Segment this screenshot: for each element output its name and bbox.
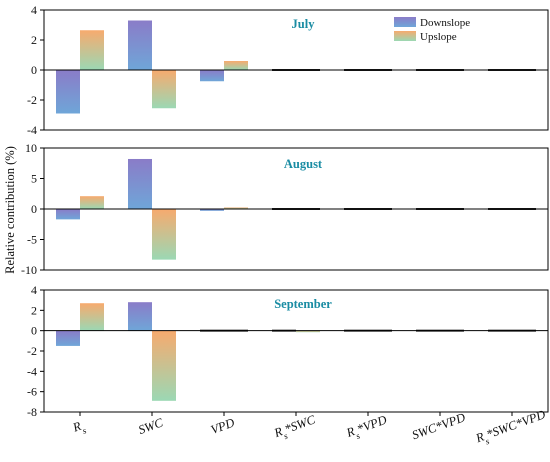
bar-upslope-rs-swc xyxy=(296,330,320,333)
x-tick-label: Rs*SWC*VPD xyxy=(473,407,549,449)
bar-downslope-rs xyxy=(56,70,80,114)
x-tick-label: SWC*VPD xyxy=(410,410,467,442)
y-tick-label: 2 xyxy=(31,33,37,47)
bar-upslope-vpd xyxy=(224,61,248,70)
legend-label-downslope: Downslope xyxy=(420,17,470,29)
y-tick-label: 10 xyxy=(25,141,37,155)
x-tick-label: VPD xyxy=(209,416,237,437)
y-tick-label: -4 xyxy=(27,123,37,137)
y-tick-label: 0 xyxy=(31,324,37,338)
bar-downslope-vpd xyxy=(200,209,224,211)
panel-july: -4 -2 0 2 4 July xyxy=(27,3,549,137)
bar-downslope-swc xyxy=(128,20,152,70)
panel-september: -8 -6 -4 -2 0 2 4 September xyxy=(27,283,549,419)
y-tick-label: -2 xyxy=(27,344,37,358)
legend-swatch-upslope xyxy=(394,31,416,41)
legend-swatch-downslope xyxy=(394,17,416,27)
legend-label-upslope: Upslope xyxy=(420,31,457,43)
y-tick-label: -5 xyxy=(27,233,37,247)
x-tick-label: SWC xyxy=(136,415,165,437)
y-tick-label: 0 xyxy=(31,63,37,77)
bar-upslope-swc xyxy=(152,330,176,401)
bar-downslope-swc xyxy=(128,158,152,209)
bar-downslope-vpd xyxy=(200,70,224,82)
bar-upslope-rs xyxy=(80,303,104,331)
x-tick-label: Rs*VPD xyxy=(344,413,390,445)
y-tick-label: 4 xyxy=(31,3,37,17)
panel-title: September xyxy=(274,297,332,311)
y-tick-label: -8 xyxy=(27,405,37,419)
bar-upslope-rs xyxy=(80,196,104,209)
legend: Downslope Upslope xyxy=(394,17,470,43)
bar-downslope-rs xyxy=(56,330,80,346)
bar-upslope-vpd xyxy=(224,207,248,209)
x-tick-label: Rs xyxy=(70,418,88,439)
y-tick-label: 2 xyxy=(31,303,37,317)
bar-downslope-rs xyxy=(56,209,80,220)
y-tick-label: -4 xyxy=(27,364,37,378)
x-tick-label: Rs*SWC xyxy=(271,412,319,444)
bar-upslope-swc xyxy=(152,70,176,109)
y-tick-label: 0 xyxy=(31,202,37,216)
y-tick-label: 4 xyxy=(31,283,37,297)
panels-layer: -4 -2 0 2 4 July -10 -5 0 5 10 August -8 -6 -4 -2 0 2 4 Sep… xyxy=(21,3,549,419)
y-tick-label: -2 xyxy=(27,93,37,107)
x-axis-categories: Rs SWC VPD Rs*SWC Rs*VPD SWC*VPD Rs*SWC*VPD xyxy=(70,407,549,449)
y-tick-label: -10 xyxy=(21,263,37,277)
panel-august: -10 -5 0 5 10 August xyxy=(21,141,549,277)
y-tick-label: 5 xyxy=(31,172,37,186)
bar-upslope-swc xyxy=(152,209,176,260)
y-axis-label: Relative contribution (%) xyxy=(3,146,17,274)
bar-downslope-swc xyxy=(128,302,152,331)
panel-title: July xyxy=(292,17,316,31)
y-tick-label: -6 xyxy=(27,385,37,399)
bar-upslope-rs xyxy=(80,30,104,70)
panel-title: August xyxy=(284,157,323,171)
